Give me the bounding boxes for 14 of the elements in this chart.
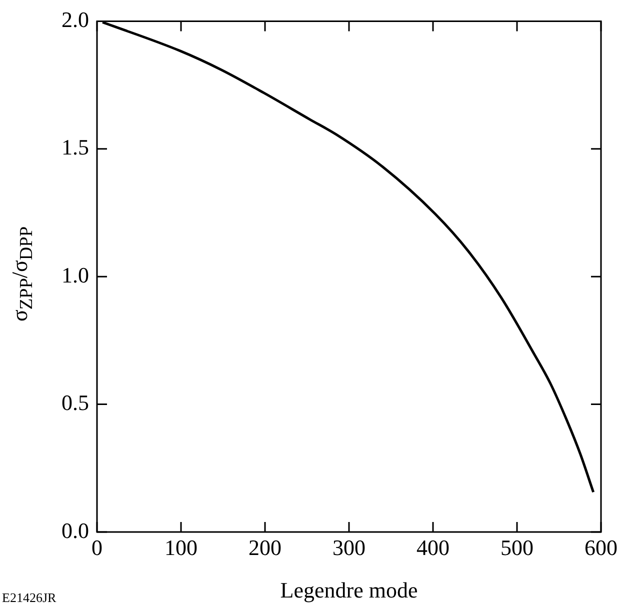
y-tick-label: 0.0 (62, 518, 89, 543)
x-tick-label: 500 (500, 534, 534, 560)
y-tick-label: 1.0 (62, 262, 89, 288)
x-axis-title: Legendre mode (280, 578, 418, 603)
text: E21426JR (2, 590, 56, 606)
x-tick-label: 200 (248, 534, 282, 560)
x-tick-label: 400 (416, 534, 450, 560)
x-tick-label: 0 (92, 534, 102, 560)
x-tick-label: 600 (584, 534, 618, 560)
x-tick-label: 300 (332, 534, 366, 560)
x-tick-label: 100 (164, 534, 198, 560)
y-tick-label: 1.5 (62, 134, 89, 160)
y-tick-label: 2.0 (62, 6, 89, 32)
y-tick-label: 0.5 (62, 390, 89, 416)
